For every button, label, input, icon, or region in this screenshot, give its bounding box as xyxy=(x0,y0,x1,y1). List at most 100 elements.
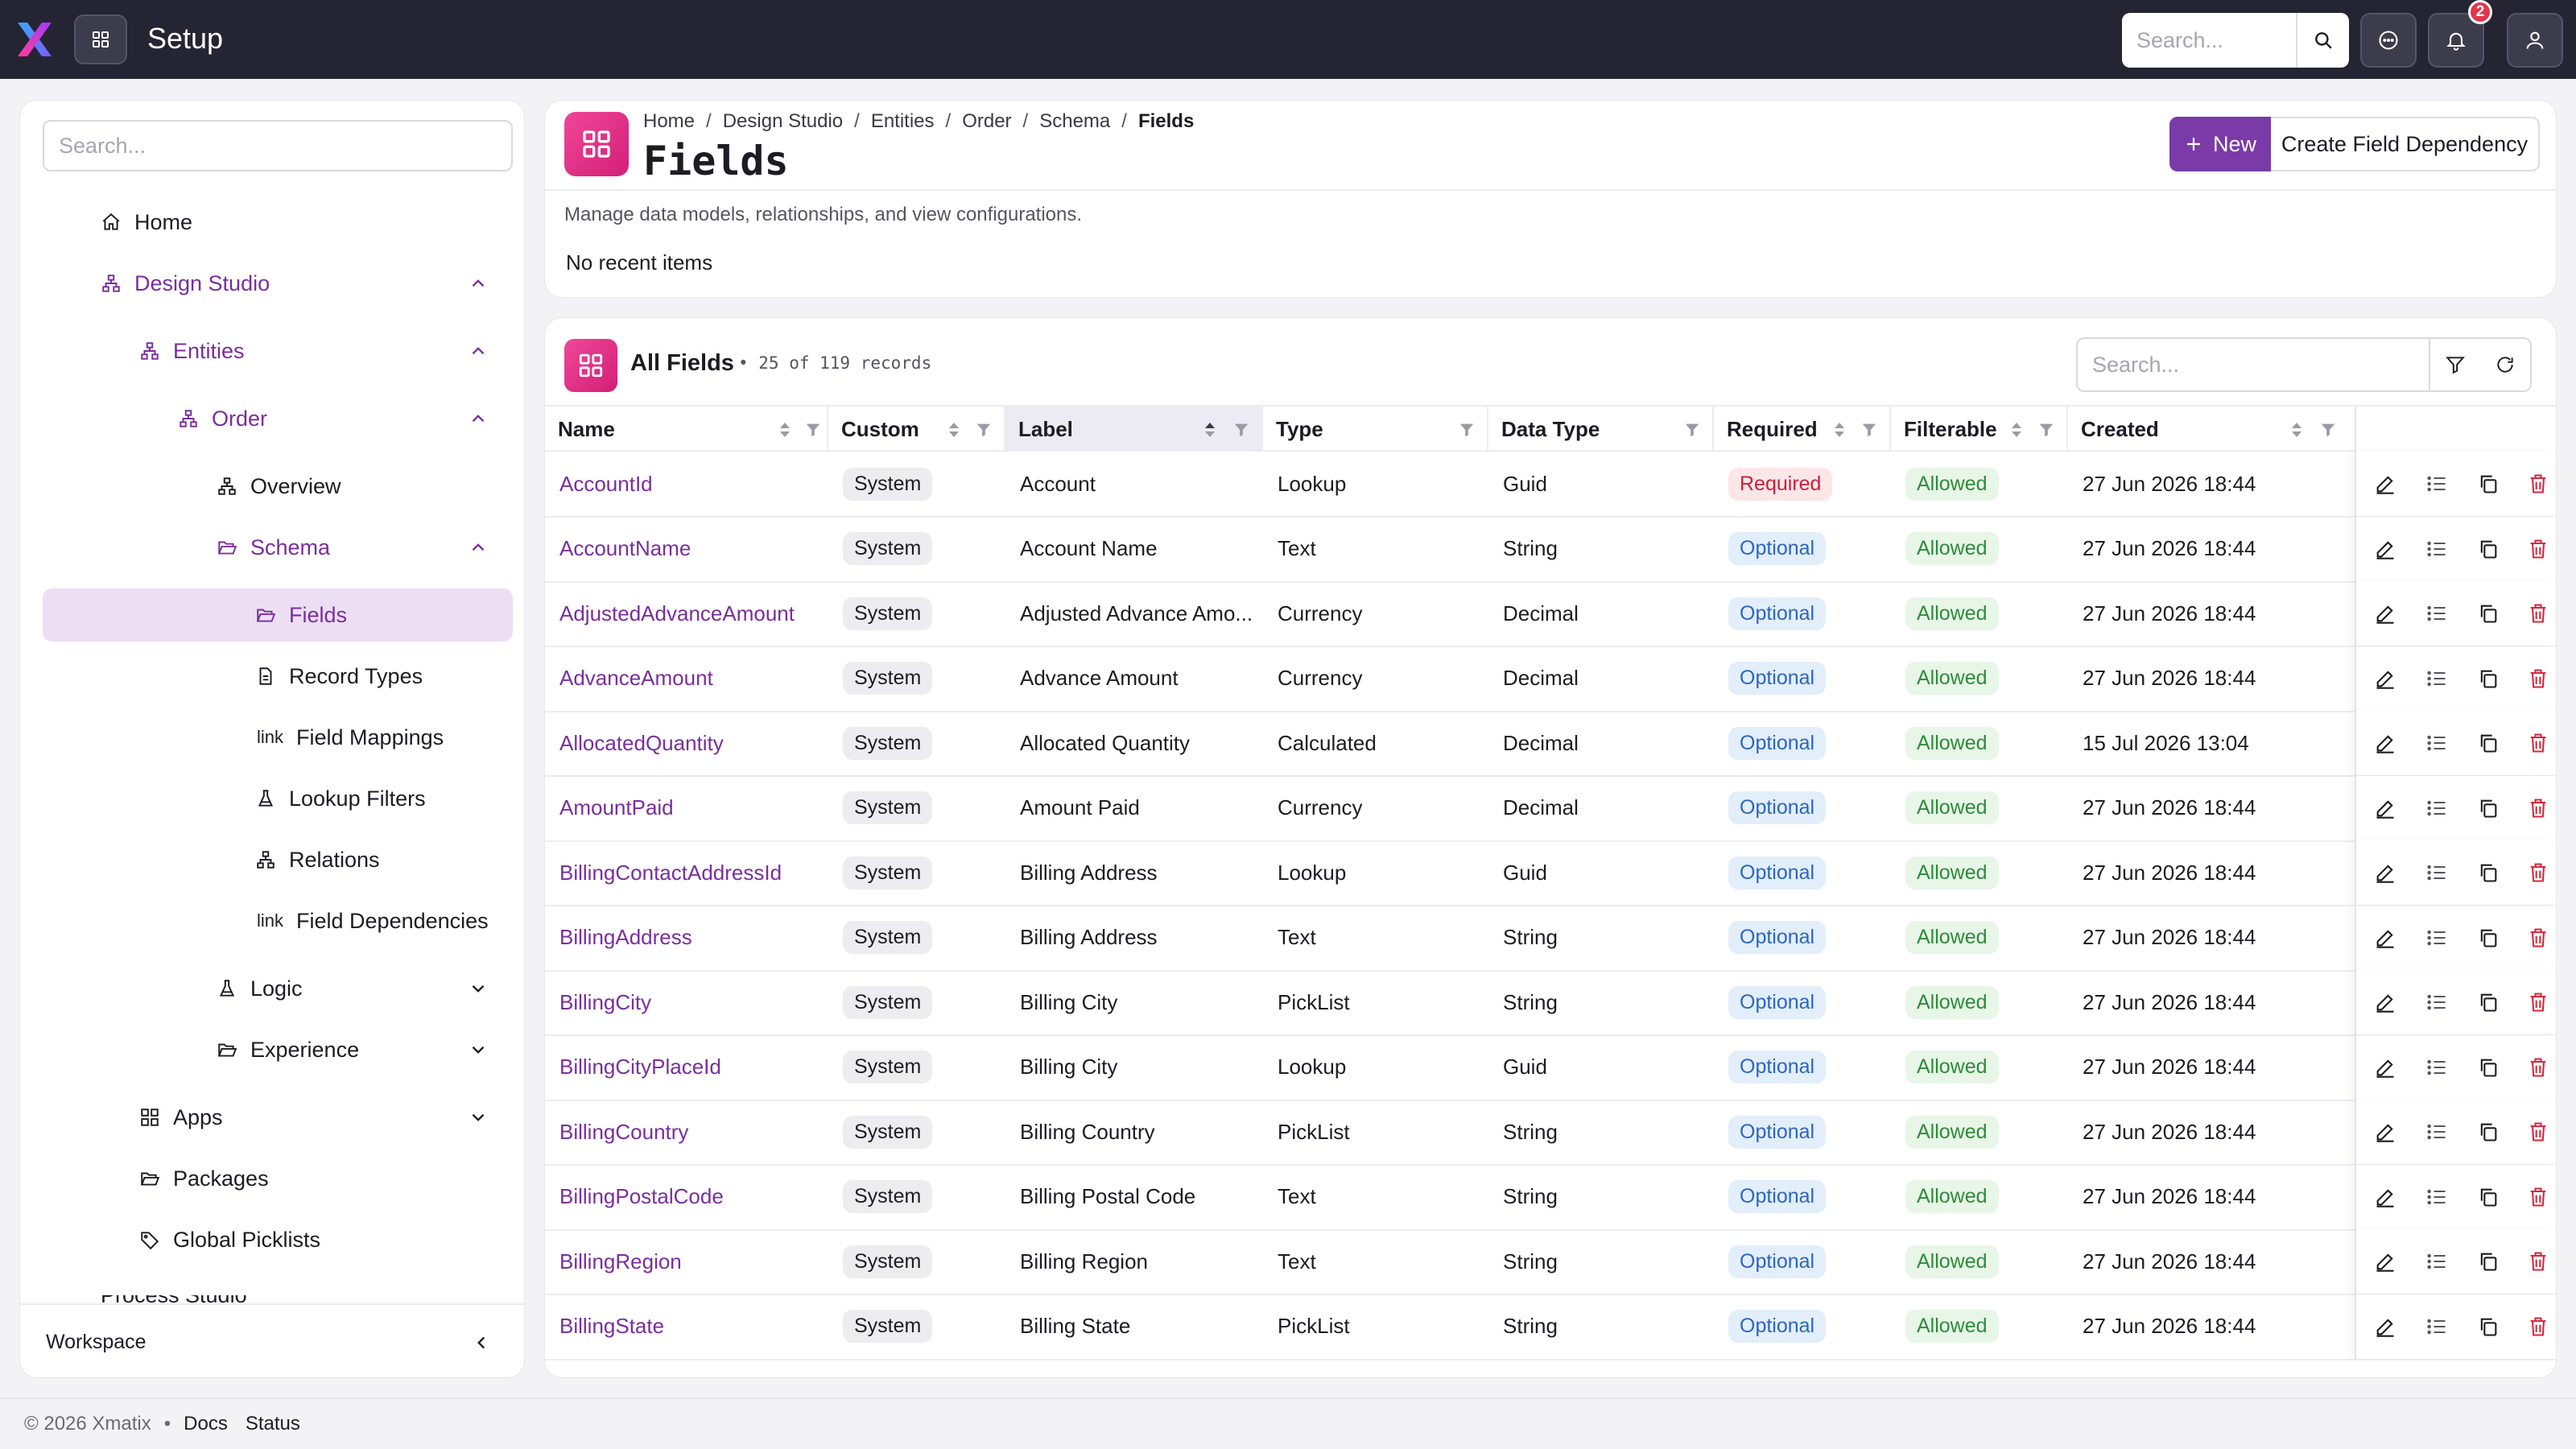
trash-icon[interactable] xyxy=(2527,538,2549,560)
sort-icon[interactable] xyxy=(1831,420,1847,440)
edit-icon[interactable] xyxy=(2374,1186,2396,1208)
breadcrumb-schema[interactable]: Schema xyxy=(1039,110,1111,132)
table-row[interactable]: BillingCity System Billing City PickList Str… xyxy=(545,970,2556,1036)
edit-icon[interactable] xyxy=(2374,1250,2396,1273)
docs-link[interactable]: Docs xyxy=(184,1413,228,1435)
list-icon[interactable] xyxy=(2425,1056,2448,1079)
list-icon[interactable] xyxy=(2425,861,2448,884)
copy-icon[interactable] xyxy=(2477,927,2500,949)
sort-icon[interactable] xyxy=(946,420,962,440)
field-name-link[interactable]: BillingAddress xyxy=(559,925,692,949)
sidebar-search-input[interactable]: Search... xyxy=(43,120,513,171)
trash-icon[interactable] xyxy=(2527,1121,2549,1143)
copy-icon[interactable] xyxy=(2477,861,2500,884)
xmatix-logo-icon[interactable] xyxy=(14,19,55,60)
field-name-link[interactable]: AdvanceAmount xyxy=(559,666,713,690)
user-menu-button[interactable] xyxy=(2507,13,2563,68)
sidebar-item-design-studio[interactable]: Design Studio xyxy=(43,257,513,310)
column-filter-icon[interactable] xyxy=(804,421,822,439)
column-header-data-type[interactable]: Data Type xyxy=(1488,407,1714,452)
app-launcher-button[interactable] xyxy=(74,14,127,64)
trash-icon[interactable] xyxy=(2527,1056,2549,1079)
list-icon[interactable] xyxy=(2425,667,2448,690)
copy-icon[interactable] xyxy=(2477,602,2500,625)
trash-icon[interactable] xyxy=(2527,797,2549,819)
list-icon[interactable] xyxy=(2425,538,2448,560)
chevron-up-icon[interactable] xyxy=(468,273,489,294)
breadcrumb-design-studio[interactable]: Design Studio xyxy=(722,110,844,132)
table-row[interactable]: BillingPostalCode System Billing Postal Co… xyxy=(545,1164,2556,1231)
new-button[interactable]: New xyxy=(2169,117,2271,171)
edit-icon[interactable] xyxy=(2374,991,2396,1013)
sidebar-item-fields[interactable]: Fields xyxy=(43,588,513,642)
column-header-name[interactable]: Name xyxy=(545,407,828,452)
global-search-input[interactable]: Search... xyxy=(2122,13,2296,68)
copy-icon[interactable] xyxy=(2477,1186,2500,1208)
sidebar-item-lookup-filters[interactable]: Lookup Filters xyxy=(43,772,513,825)
edit-icon[interactable] xyxy=(2374,1056,2396,1079)
status-link[interactable]: Status xyxy=(245,1413,300,1435)
field-name-link[interactable]: BillingContactAddressId xyxy=(559,860,782,885)
field-name-link[interactable]: AdjustedAdvanceAmount xyxy=(559,601,795,625)
breadcrumb-entities[interactable]: Entities xyxy=(870,110,935,132)
column-header-filterable[interactable]: Filterable xyxy=(1891,407,2068,452)
copy-icon[interactable] xyxy=(2477,1121,2500,1143)
sidebar-item-field-dependencies[interactable]: link Field Dependencies xyxy=(43,894,513,947)
table-row[interactable]: BillingAddress System Billing Address Text S… xyxy=(545,905,2556,972)
column-filter-icon[interactable] xyxy=(975,421,993,439)
sidebar-item-record-types[interactable]: Record Types xyxy=(43,650,513,703)
sort-icon[interactable] xyxy=(2008,420,2025,440)
breadcrumb-home[interactable]: Home xyxy=(643,110,696,132)
filter-button[interactable] xyxy=(2430,337,2482,392)
list-icon[interactable] xyxy=(2425,1250,2448,1273)
field-name-link[interactable]: AccountId xyxy=(559,471,653,496)
copy-icon[interactable] xyxy=(2477,667,2500,690)
create-field-dependency-button[interactable]: Create Field Dependency xyxy=(2271,117,2540,171)
table-row[interactable]: BillingContactAddressId System Billing Add… xyxy=(545,840,2556,906)
refresh-button[interactable] xyxy=(2480,337,2532,392)
column-filter-icon[interactable] xyxy=(2037,421,2055,439)
table-row[interactable]: BillingRegion System Billing Region Text Str… xyxy=(545,1229,2556,1295)
sidebar-item-logic[interactable]: Logic xyxy=(43,962,513,1015)
copy-icon[interactable] xyxy=(2477,1056,2500,1079)
field-name-link[interactable]: BillingCityPlaceId xyxy=(559,1055,721,1079)
chevron-up-icon[interactable] xyxy=(468,408,489,429)
table-row[interactable]: BillingCountry System Billing Country PickL… xyxy=(545,1100,2556,1166)
field-name-link[interactable]: AllocatedQuantity xyxy=(559,730,724,755)
edit-icon[interactable] xyxy=(2374,861,2396,884)
copy-icon[interactable] xyxy=(2477,538,2500,560)
table-search-input[interactable]: Search... xyxy=(2076,337,2430,392)
list-icon[interactable] xyxy=(2425,797,2448,819)
sort-ascending-icon[interactable] xyxy=(1202,420,1218,440)
sort-icon[interactable] xyxy=(777,420,793,440)
list-icon[interactable] xyxy=(2425,732,2448,754)
edit-icon[interactable] xyxy=(2374,732,2396,754)
chat-button[interactable] xyxy=(2360,13,2417,68)
column-filter-icon[interactable] xyxy=(1683,421,1701,439)
chevron-down-icon[interactable] xyxy=(468,1039,489,1060)
trash-icon[interactable] xyxy=(2527,667,2549,690)
notifications-button[interactable] xyxy=(2428,13,2484,68)
column-header-type[interactable]: Type xyxy=(1263,407,1488,452)
table-row[interactable]: BillingCityPlaceId System Billing City Look… xyxy=(545,1034,2556,1101)
sidebar-item-global-picklists[interactable]: Global Picklists xyxy=(43,1213,513,1266)
list-icon[interactable] xyxy=(2425,1186,2448,1208)
column-header-custom[interactable]: Custom xyxy=(828,407,1005,452)
edit-icon[interactable] xyxy=(2374,797,2396,819)
edit-icon[interactable] xyxy=(2374,1121,2396,1143)
table-row[interactable]: AccountId System Account Lookup Guid Required… xyxy=(545,452,2556,518)
column-filter-icon[interactable] xyxy=(1860,421,1878,439)
column-header-label[interactable]: Label xyxy=(1005,407,1263,452)
trash-icon[interactable] xyxy=(2527,732,2549,754)
trash-icon[interactable] xyxy=(2527,602,2549,625)
sidebar-item-entities[interactable]: Entities xyxy=(43,324,513,378)
table-row[interactable]: AdjustedAdvanceAmount System Adjusted Adva… xyxy=(545,581,2556,647)
table-row[interactable]: BillingState System Billing State PickList S… xyxy=(545,1294,2556,1360)
list-icon[interactable] xyxy=(2425,1121,2448,1143)
table-row[interactable]: AmountPaid System Amount Paid Currency Decim… xyxy=(545,775,2556,842)
trash-icon[interactable] xyxy=(2527,473,2549,495)
sidebar-item-apps[interactable]: Apps xyxy=(43,1091,513,1144)
list-icon[interactable] xyxy=(2425,1315,2448,1338)
breadcrumb-order[interactable]: Order xyxy=(962,110,1012,132)
copy-icon[interactable] xyxy=(2477,1250,2500,1273)
